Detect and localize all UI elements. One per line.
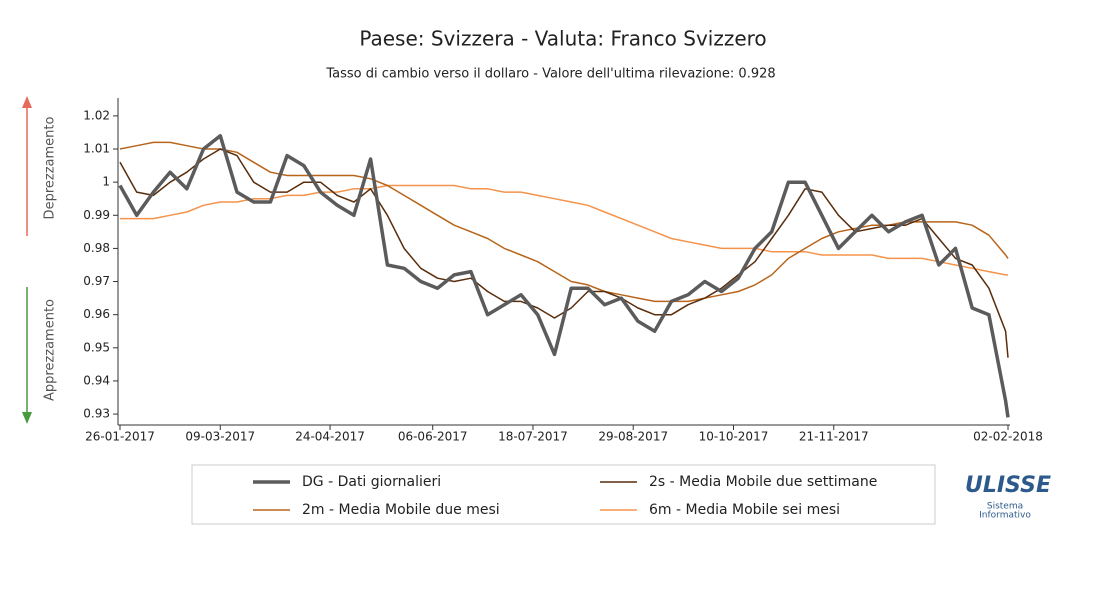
y-tick-label: 0.96 — [83, 307, 110, 321]
x-tick-label: 09-03-2017 — [185, 430, 255, 444]
x-tick-label: 10-10-2017 — [699, 430, 769, 444]
chart-subtitle: Tasso di cambio verso il dollaro - Valor… — [325, 67, 775, 82]
y-tick-label: 0.95 — [83, 340, 110, 354]
logo-line: Informativo — [979, 511, 1031, 521]
legend-label: DG - Dati giornalieri — [302, 474, 441, 490]
y-tick-label: 0.94 — [83, 373, 110, 387]
y-tick-label: 0.93 — [83, 407, 110, 421]
chart-title: Paese: Svizzera - Valuta: Franco Svizzer… — [359, 27, 766, 51]
x-tick-label: 06-06-2017 — [398, 430, 468, 444]
logo-line: Sistema — [987, 502, 1023, 512]
y-label-up: Deprezzamento — [43, 117, 58, 220]
x-tick-label: 18-07-2017 — [498, 430, 568, 444]
x-tick-label: 29-08-2017 — [598, 430, 668, 444]
logo: ULISSE — [965, 473, 1051, 498]
y-tick-label: 0.99 — [83, 208, 110, 222]
x-tick-label: 02-02-2018 — [973, 430, 1043, 444]
y-tick-label: 1 — [102, 175, 110, 189]
y-tick-label: 1.01 — [83, 142, 110, 156]
y-tick-label: 1.02 — [83, 108, 110, 122]
series-line — [119, 141, 1009, 303]
x-tick-label: 21-11-2017 — [799, 430, 869, 444]
arrow-down-head — [22, 412, 32, 424]
legend-label: 6m - Media Mobile sei mesi — [649, 502, 840, 518]
series-line — [120, 184, 1008, 276]
arrow-up-head — [22, 96, 32, 108]
series-line — [118, 134, 1010, 418]
y-label-down: Apprezzamento — [43, 299, 58, 401]
y-tick-label: 0.97 — [83, 274, 110, 288]
legend-label: 2m - Media Mobile due mesi — [302, 502, 500, 518]
x-tick-label: 24-04-2017 — [295, 430, 365, 444]
x-tick-label: 26-01-2017 — [85, 430, 155, 444]
series-line — [119, 148, 1009, 358]
legend-label: 2s - Media Mobile due settimane — [649, 474, 877, 490]
y-tick-label: 0.98 — [83, 241, 110, 255]
legend-box — [191, 464, 936, 525]
